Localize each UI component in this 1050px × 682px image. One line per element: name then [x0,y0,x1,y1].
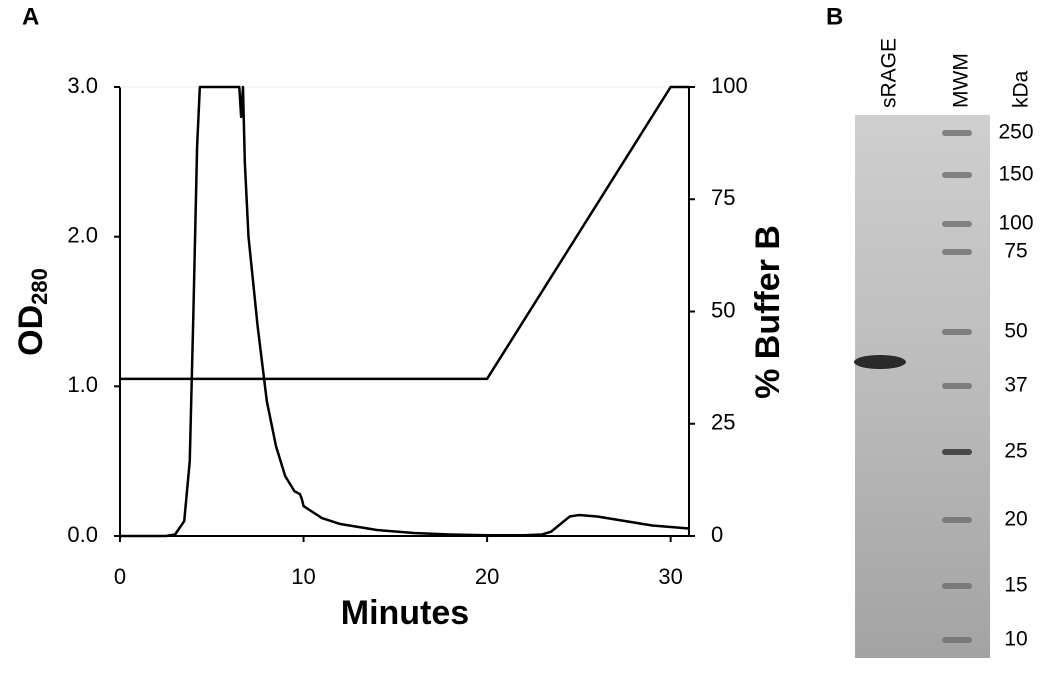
y-tick-label: 1.0 [67,372,98,397]
y2-tick-label: 0 [711,522,723,547]
marker-label: 20 [1004,508,1027,531]
marker-label: 37 [1004,374,1027,397]
x-tick-label: 30 [658,564,682,589]
lane-label: sRAGE [878,38,901,108]
x-tick-label: 20 [475,564,499,589]
x-axis-title: Minutes [341,594,469,632]
marker-label: 250 [998,121,1033,144]
panel-label: A [22,3,39,30]
y-tick-label: 0.0 [67,522,98,547]
marker-label: 150 [998,163,1033,186]
y2-axis-title: % Buffer B [749,225,787,399]
y-axis-title-subscript: 280 [27,268,52,305]
ladder-band [942,329,972,335]
srage-band [854,355,906,369]
lane-label: MWM [950,53,973,108]
marker-label: 100 [998,212,1033,235]
ladder-band [942,583,972,589]
y2-tick-label: 50 [711,297,735,322]
marker-label: 50 [1004,320,1027,343]
x-tick-label: 10 [291,564,315,589]
marker-label: 75 [1004,240,1027,263]
y2-tick-label: 100 [711,73,748,98]
y2-tick-label: 25 [711,410,735,435]
ladder-band [942,221,972,227]
y-axis-title-main: OD [12,305,50,356]
y-tick-label: 2.0 [67,222,98,247]
y-tick-label: 3.0 [67,73,98,98]
ladder-band [942,383,972,389]
ladder-band [942,172,972,178]
ladder-band [942,449,972,455]
marker-label: 25 [1004,440,1027,463]
unit-label: kDa [1010,70,1033,108]
marker-label: 10 [1004,628,1027,651]
ladder-band [942,637,972,643]
panel-label: B [826,3,843,30]
ladder-band [942,249,972,255]
line-series [120,85,689,381]
y2-tick-label: 75 [711,185,735,210]
ladder-band [942,517,972,523]
ladder-band [942,130,972,136]
x-tick-label: 0 [114,564,126,589]
line-series [120,85,690,538]
marker-label: 15 [1004,574,1027,597]
y-axis-title: OD280 [12,268,52,356]
